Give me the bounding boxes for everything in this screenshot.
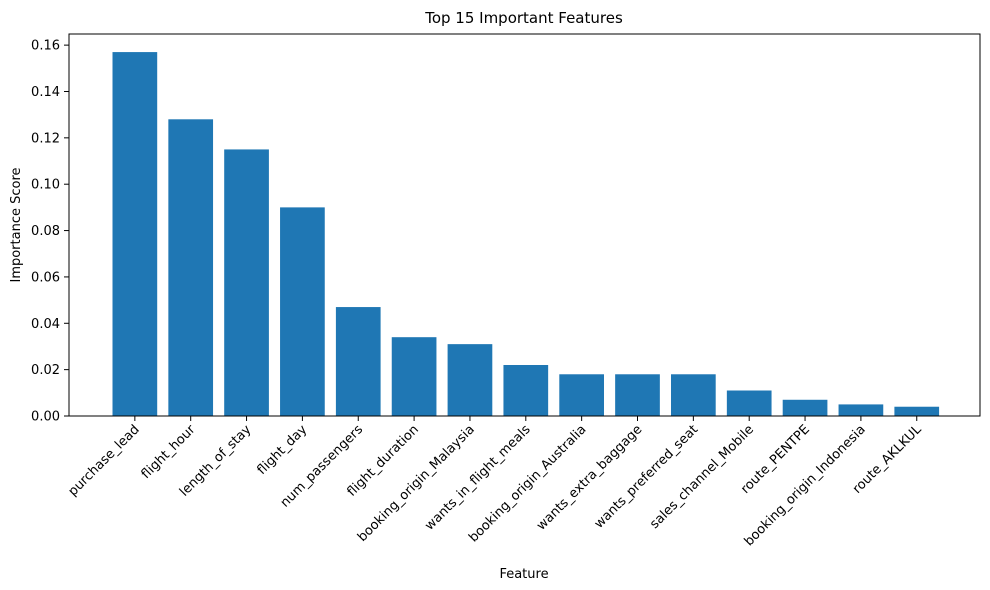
x-axis-title: Feature	[499, 567, 548, 582]
bars-group	[112, 52, 940, 417]
y-tick-label: 0.12	[31, 131, 60, 146]
x-tick-label: booking_origin_Malaysia	[355, 422, 478, 545]
y-tick-label: 0.00	[31, 410, 60, 425]
y-tick-label: 0.06	[31, 270, 60, 285]
x-tick-label: flight_hour	[139, 422, 199, 482]
bar-booking_origin_Australia	[559, 374, 604, 416]
bar-wants_extra_baggage	[615, 374, 660, 416]
bar-sales_channel_Mobile	[726, 390, 772, 416]
plot-frame	[68, 33, 981, 417]
chart-title: Top 15 Important Features	[424, 9, 623, 27]
bar-length_of_stay	[224, 149, 269, 416]
bar-booking_origin_Indonesia	[838, 404, 884, 416]
bar-route_AKLKUL	[894, 406, 940, 416]
bar-purchase_lead	[112, 52, 158, 416]
x-tick-label: purchase_lead	[66, 422, 143, 499]
bar-wants_in_flight_meals	[503, 365, 549, 416]
y-tick-label: 0.14	[31, 85, 60, 100]
y-axis: 0.00 0.02 0.04 0.06 0.08 0.10 0.12 0.14 0.16	[31, 39, 69, 425]
x-tick-label: wants_preferred_seat	[592, 422, 702, 532]
bar-flight_hour	[168, 119, 214, 417]
y-tick-label: 0.16	[31, 39, 60, 54]
bar-flight_day	[280, 207, 325, 416]
bar-booking_origin_Malaysia	[447, 344, 493, 416]
y-tick-label: 0.08	[31, 224, 60, 239]
y-axis-title: Importance Score	[9, 167, 24, 282]
y-tick-label: 0.04	[31, 317, 60, 332]
bar-flight_duration	[391, 337, 437, 416]
x-tick-label: wants_in_flight_meals	[422, 422, 534, 534]
x-tick-label: flight_day	[254, 422, 310, 478]
bar-route_PENTPE	[782, 399, 828, 416]
y-tick-label: 0.02	[31, 363, 60, 378]
bar-num_passengers	[335, 307, 381, 416]
bar-wants_preferred_seat	[671, 374, 716, 416]
x-tick-label: sales_channel_Mobile	[647, 422, 757, 532]
x-tick-label: wants_extra_baggage	[534, 422, 645, 533]
x-tick-label: booking_origin_Australia	[466, 422, 589, 545]
y-tick-label: 0.10	[31, 178, 60, 193]
